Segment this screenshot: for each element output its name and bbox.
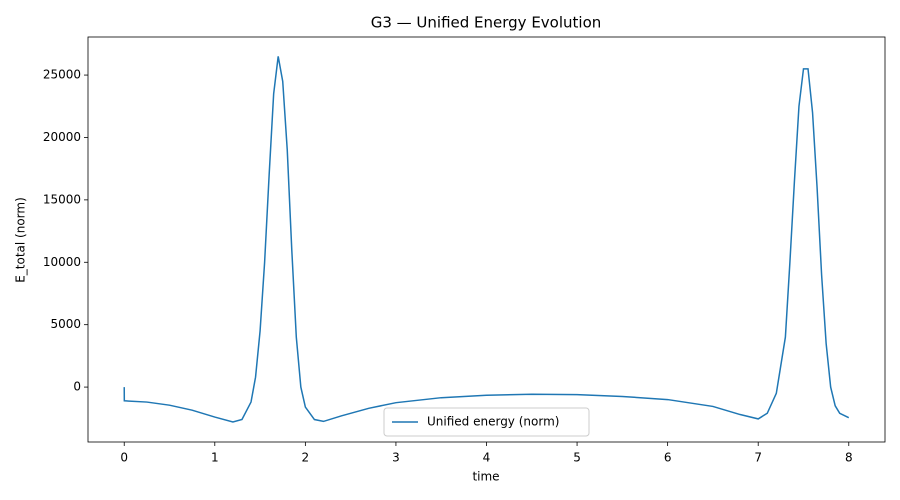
data-line bbox=[123, 56, 850, 423]
plot-frame bbox=[87, 36, 886, 443]
y-tick-label: 5000 bbox=[50, 317, 81, 331]
legend-box bbox=[383, 407, 590, 437]
x-tick-label: 0 bbox=[120, 451, 128, 465]
y-tick-label: 0 bbox=[73, 380, 81, 394]
x-tick-label: 3 bbox=[392, 451, 400, 465]
y-tick-label: 25000 bbox=[43, 68, 81, 82]
x-tick-label: 7 bbox=[754, 451, 762, 465]
x-axis-label: time bbox=[472, 470, 499, 484]
y-tick-label: 20000 bbox=[43, 130, 81, 144]
legend-label: Unified energy (norm) bbox=[427, 415, 559, 429]
x-tick-label: 1 bbox=[211, 451, 219, 465]
y-tick-label: 15000 bbox=[43, 192, 81, 206]
x-tick-label: 2 bbox=[302, 451, 310, 465]
x-tick-label: 6 bbox=[664, 451, 672, 465]
x-tick-label: 4 bbox=[483, 451, 491, 465]
chart-title: G3 — Unified Energy Evolution bbox=[371, 14, 602, 32]
y-axis-label: E_total (norm) bbox=[14, 197, 28, 283]
legend: Unified energy (norm) bbox=[383, 407, 590, 437]
x-tick-label: 5 bbox=[573, 451, 581, 465]
y-tick-label: 10000 bbox=[43, 255, 81, 269]
x-tick-label: 8 bbox=[845, 451, 853, 465]
